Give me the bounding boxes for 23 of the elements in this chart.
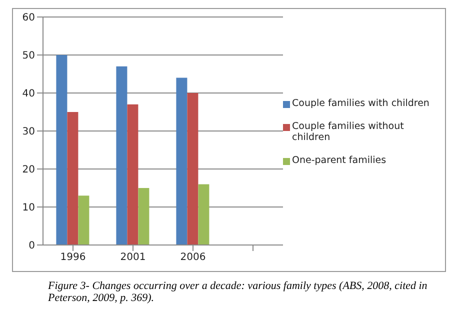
x-tick-label: 1996 [60, 252, 86, 264]
bar [116, 66, 128, 245]
bar [127, 104, 138, 245]
bar [56, 55, 68, 245]
bar [67, 112, 78, 245]
x-tick-label: 2006 [180, 252, 206, 264]
legend-label: Couple families without children [292, 121, 405, 143]
y-tick-label: 40 [22, 88, 35, 100]
y-tick-label: 50 [22, 50, 35, 62]
y-tick-label: 60 [22, 12, 35, 24]
caption: Figure 3- Changes occurring over a decade: various family types (ABS, 2008, cited in Peterson, 2009, p. 369). [48, 280, 428, 304]
y-tick-label: 20 [22, 164, 35, 176]
legend-label: Couple families with children [292, 98, 430, 109]
bar [138, 188, 150, 245]
bar [198, 184, 210, 245]
legend-label: One-parent families [292, 155, 386, 166]
y-tick-label: 0 [28, 240, 35, 252]
y-tick-label: 30 [22, 126, 35, 138]
x-tick-label: 2001 [120, 252, 146, 264]
bar [176, 78, 188, 245]
bar [187, 93, 198, 245]
y-tick-label: 10 [22, 202, 35, 214]
bar [78, 196, 90, 245]
